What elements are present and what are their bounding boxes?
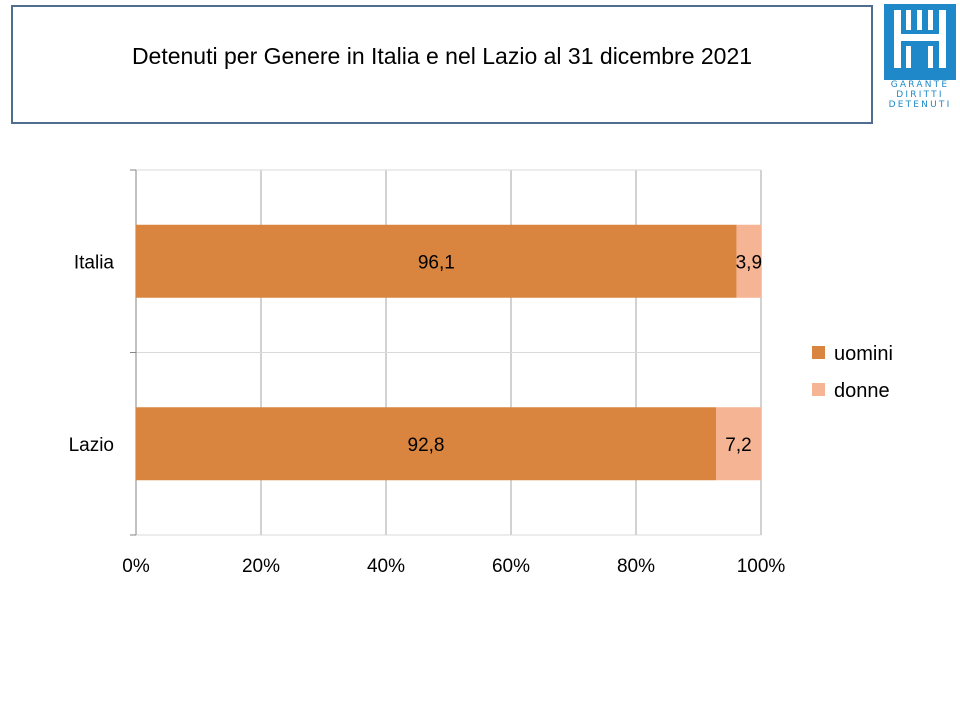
x-tick-label: 100% (737, 556, 786, 577)
title-box: Detenuti per Genere in Italia e nel Lazi… (11, 5, 873, 124)
x-tick-label: 60% (492, 556, 530, 577)
logo-text-garante: GARANTE (890, 80, 950, 90)
x-tick-label: 20% (242, 556, 280, 577)
data-label: 7,2 (725, 435, 751, 456)
bar-donne-italia (736, 224, 761, 298)
category-label: Lazio (69, 435, 114, 456)
logo-text-detenuti: DETENUTI (888, 100, 952, 110)
data-label: 92,8 (408, 435, 445, 456)
data-label: 3,9 (736, 252, 762, 273)
legend-label-uomini: uomini (834, 343, 893, 365)
x-tick-label: 0% (122, 556, 150, 577)
x-tick-label: 80% (617, 556, 655, 577)
logo-text-diritti: DIRITTI (896, 90, 944, 100)
bar-uomini-lazio (136, 407, 716, 481)
x-tick-label: 40% (367, 556, 405, 577)
legend-swatch-donne (812, 383, 825, 396)
bar-donne-lazio (716, 407, 761, 481)
page-title: Detenuti per Genere in Italia e nel Lazi… (131, 43, 753, 69)
category-label: Italia (74, 252, 115, 273)
legend-label-donne: donne (834, 380, 890, 402)
garante-logo: GARANTE DIRITTI DETENUTI (884, 4, 956, 110)
data-label: 96,1 (418, 252, 455, 273)
logo-mark-icon (884, 4, 956, 80)
bar-uomini-italia (136, 224, 737, 298)
legend-swatch-uomini (812, 346, 825, 359)
